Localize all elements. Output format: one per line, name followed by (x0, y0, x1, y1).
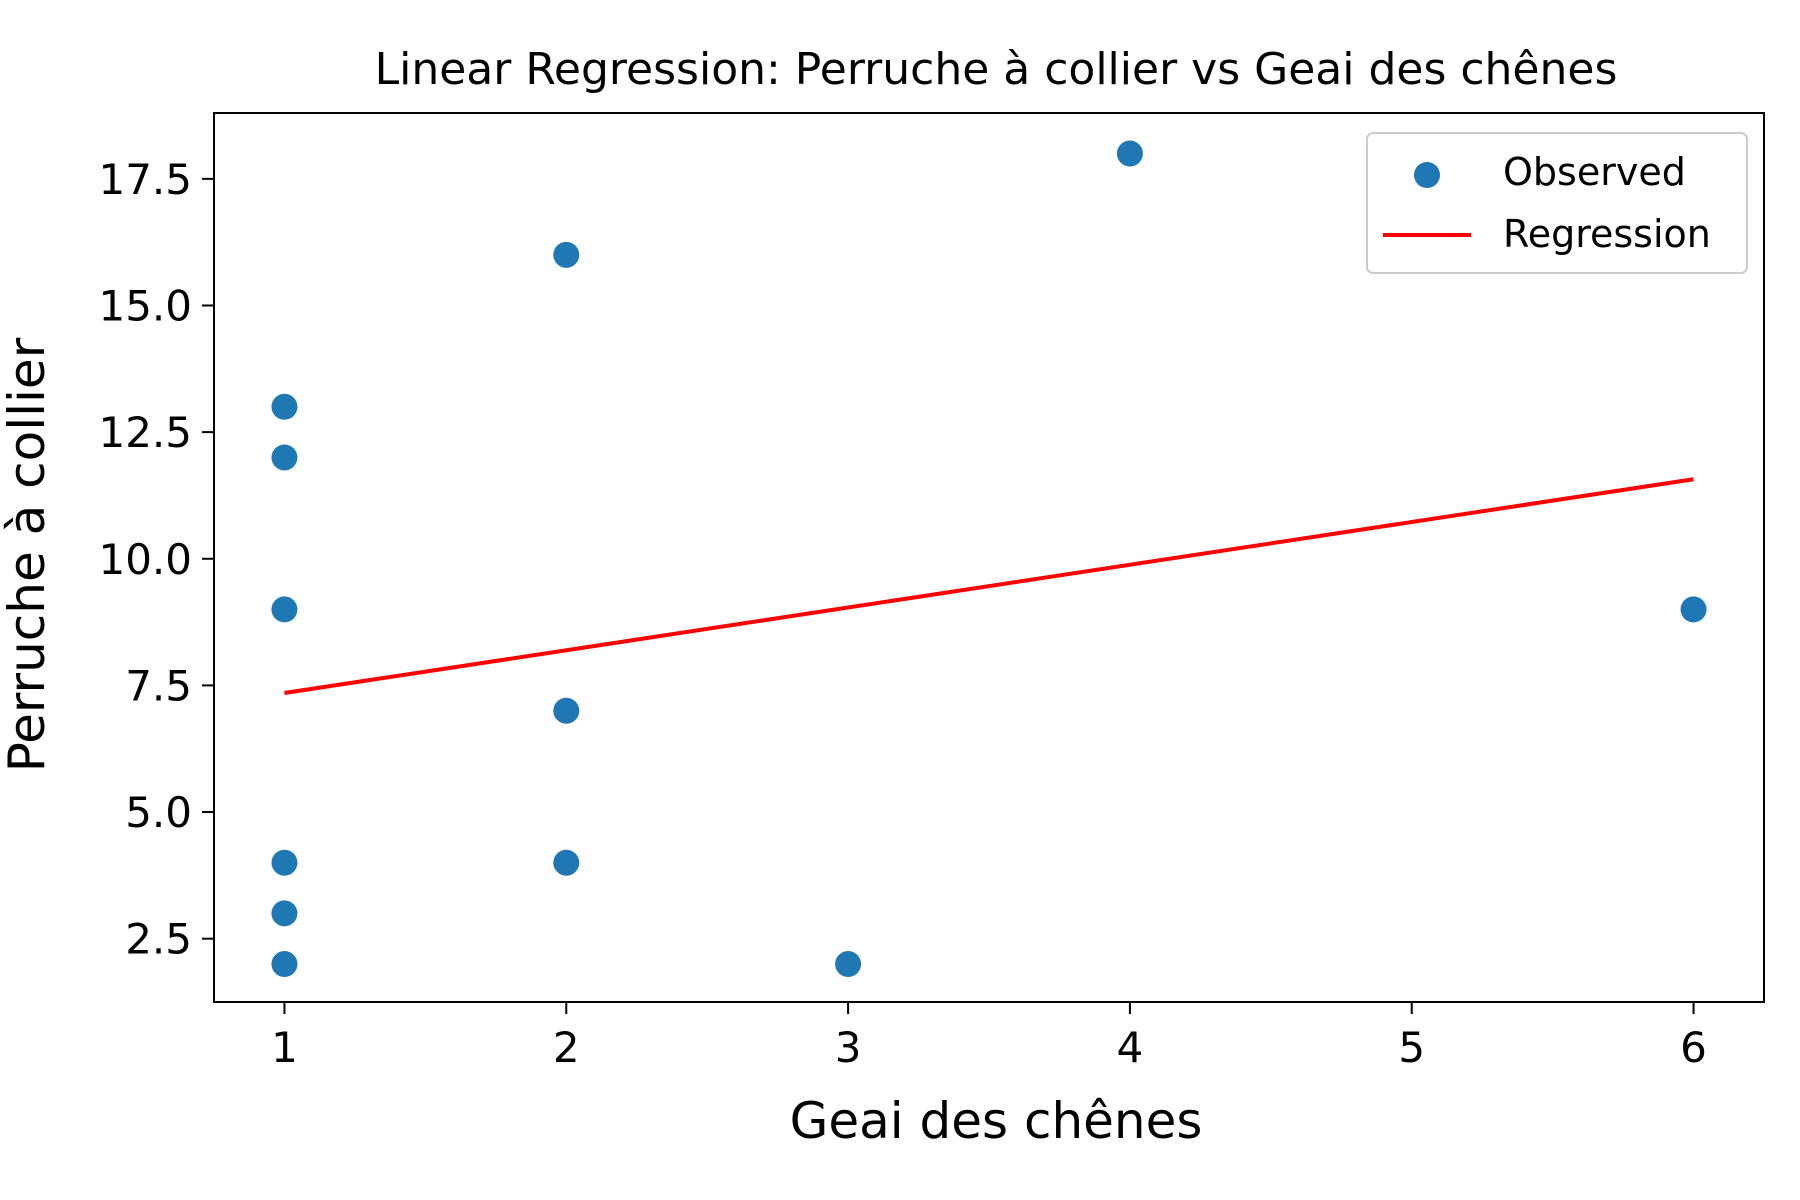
data-point (1680, 596, 1707, 623)
data-point (835, 951, 862, 978)
data-point (1116, 140, 1143, 167)
x-tick-label: 6 (1680, 1023, 1707, 1072)
y-tick-label: 10.0 (98, 535, 192, 584)
data-point (271, 849, 298, 876)
regression-line (284, 477, 1694, 695)
legend-label: Observed (1503, 150, 1686, 194)
data-point (271, 393, 298, 420)
y-axis-title: Perruche à collier (0, 337, 56, 772)
legend-marker-observed (1414, 162, 1440, 188)
data-point (553, 241, 580, 268)
legend: Observed Regression (1366, 132, 1748, 274)
data-point (553, 697, 580, 724)
plot-frame (213, 112, 1765, 1003)
x-tick-label: 2 (553, 1023, 580, 1072)
data-point (271, 951, 298, 978)
x-tick-label: 3 (835, 1023, 862, 1072)
legend-box (1366, 132, 1748, 274)
data-point (271, 596, 298, 623)
plot-area: 1 2 3 4 5 6 2.5 5.0 7.5 10.0 12.5 15.0 17.5 (98, 112, 1765, 1072)
y-tick-label: 17.5 (98, 155, 192, 204)
x-tick-label: 1 (271, 1023, 298, 1072)
data-point (553, 849, 580, 876)
data-point (271, 444, 298, 471)
data-point (271, 900, 298, 927)
y-tick-label: 5.0 (125, 788, 192, 837)
x-tick-label: 4 (1117, 1023, 1144, 1072)
chart-title: Linear Regression: Perruche à collier vs… (375, 44, 1618, 95)
y-tick-label: 7.5 (125, 661, 192, 710)
y-tick-label: 15.0 (98, 281, 192, 330)
x-axis-title: Geai des chênes (790, 1092, 1203, 1150)
y-tick-label: 2.5 (125, 915, 192, 964)
legend-label: Regression (1503, 212, 1711, 256)
x-tick-label: 5 (1398, 1023, 1425, 1072)
y-tick-label: 12.5 (98, 408, 192, 457)
